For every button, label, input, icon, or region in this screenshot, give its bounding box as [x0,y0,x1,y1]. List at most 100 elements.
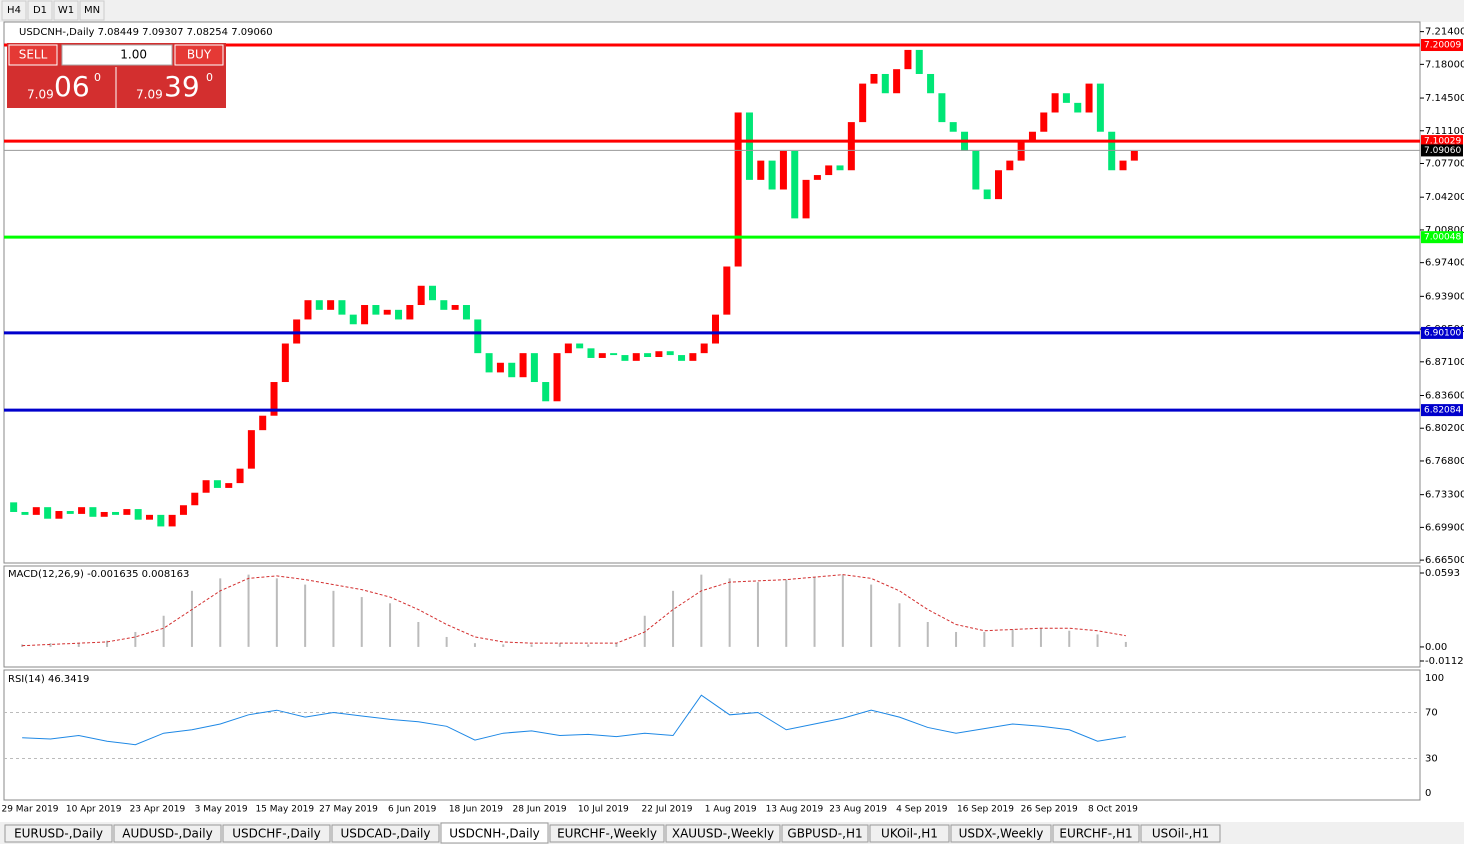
candle [1006,160,1014,171]
candle [213,480,221,488]
tab-label[interactable]: EURCHF-,H1 [1059,827,1132,841]
candle [89,507,97,517]
level-tag [1421,135,1463,148]
candle [881,73,889,94]
candle [168,514,176,527]
level-label: 7.20009 [1424,41,1461,51]
candle [859,83,867,123]
candle [372,305,380,315]
tab[interactable] [440,822,549,844]
timeframe-label[interactable]: H4 [7,5,21,16]
tab[interactable] [1140,824,1221,843]
tab-label[interactable]: USDX-,Weekly [959,827,1044,841]
y-tick-label: -0.011289 [1425,656,1464,667]
candle [644,353,652,357]
candle [259,415,267,431]
candle [938,93,946,123]
timeframe-label[interactable]: MN [84,5,100,16]
candle [519,353,527,378]
buy-price-big: 39 [164,70,200,103]
x-tick-label: 3 May 2019 [195,805,248,815]
candle [1130,150,1138,161]
tab-label[interactable]: USDCNH-,Daily [449,827,540,841]
level-label: 6.90100 [1424,328,1461,338]
level-tag [1421,326,1463,339]
x-tick-label: 28 Jun 2019 [513,805,567,815]
candle [1051,93,1059,113]
y-tick-label: 6.69900 [1425,522,1464,533]
candle [632,353,640,361]
candle [972,150,980,190]
candle [904,49,912,70]
timeframe-label[interactable]: W1 [58,5,74,16]
timeframe-button[interactable] [1,0,27,21]
tab-label[interactable]: UKOil-,H1 [881,827,938,841]
tab[interactable] [549,824,665,843]
candle [598,353,606,358]
candle [530,353,538,383]
level-tag [1421,231,1463,244]
tab[interactable] [1052,824,1140,843]
tab[interactable] [950,824,1052,843]
sell-button[interactable] [8,44,58,66]
y-tick-label: 6.80200 [1425,423,1464,434]
candle [496,362,504,373]
tab-label[interactable]: USOil-,H1 [1152,827,1209,841]
lots-input[interactable] [61,44,173,66]
candle [134,509,142,520]
buy-button[interactable] [174,44,224,66]
candle [179,505,187,515]
tab[interactable] [665,824,781,843]
candle [429,285,436,301]
candle [678,355,686,361]
x-tick-label: 23 Apr 2019 [130,805,186,815]
macd-pane [3,565,1421,668]
candle [813,175,821,180]
current-price-label: 7.09060 [1424,146,1461,156]
timeframe-button[interactable] [27,0,53,21]
y-tick-label: 7.18000 [1425,59,1464,70]
candle [779,150,787,190]
candle [225,483,233,488]
x-tick-label: 22 Jul 2019 [642,805,693,815]
y-tick-label: 7.11100 [1425,126,1464,137]
buy-price-frac: 0 [206,71,213,84]
tab-label[interactable]: EURUSD-,Daily [14,827,103,841]
tab-label[interactable]: GBPUSD-,H1 [787,827,862,841]
lots-text[interactable]: 1.00 [120,48,147,62]
tab[interactable] [222,824,331,843]
tab-label[interactable]: USDCAD-,Daily [341,827,431,841]
tab[interactable] [4,824,113,843]
level-tag [1421,404,1463,417]
y-tick-label: 6.76800 [1425,456,1464,467]
tab[interactable] [781,824,869,843]
candle [462,305,470,320]
tab-label[interactable]: AUDUSD-,Daily [122,827,212,841]
candle [564,343,572,354]
candle [1062,93,1070,103]
candle [791,150,799,219]
x-tick-label: 10 Apr 2019 [66,805,122,815]
buy-text[interactable]: BUY [187,48,212,62]
rsi-label: RSI(14) 46.3419 [8,674,89,685]
y-tick-label: 0.00 [1425,642,1447,653]
current-price-tag [1421,144,1463,157]
timeframe-button[interactable] [79,0,105,21]
tab-label[interactable]: XAUUSD-,Weekly [672,827,774,841]
y-tick-label: 6.73300 [1425,490,1464,501]
tab-label[interactable]: EURCHF-,Weekly [557,827,657,841]
tab-label[interactable]: USDCHF-,Daily [232,827,320,841]
tab[interactable] [869,824,950,843]
candle [417,285,425,306]
tab[interactable] [113,824,222,843]
timeframe-button[interactable] [53,0,79,21]
candle [10,502,18,512]
sell-text[interactable]: SELL [19,48,48,62]
tab[interactable] [331,824,440,843]
y-tick-label: 70 [1425,708,1438,719]
timeframe-label[interactable]: D1 [33,5,47,16]
candle [553,353,561,402]
x-tick-label: 6 Jun 2019 [388,805,437,815]
y-tick-label: 7.00800 [1425,225,1464,236]
